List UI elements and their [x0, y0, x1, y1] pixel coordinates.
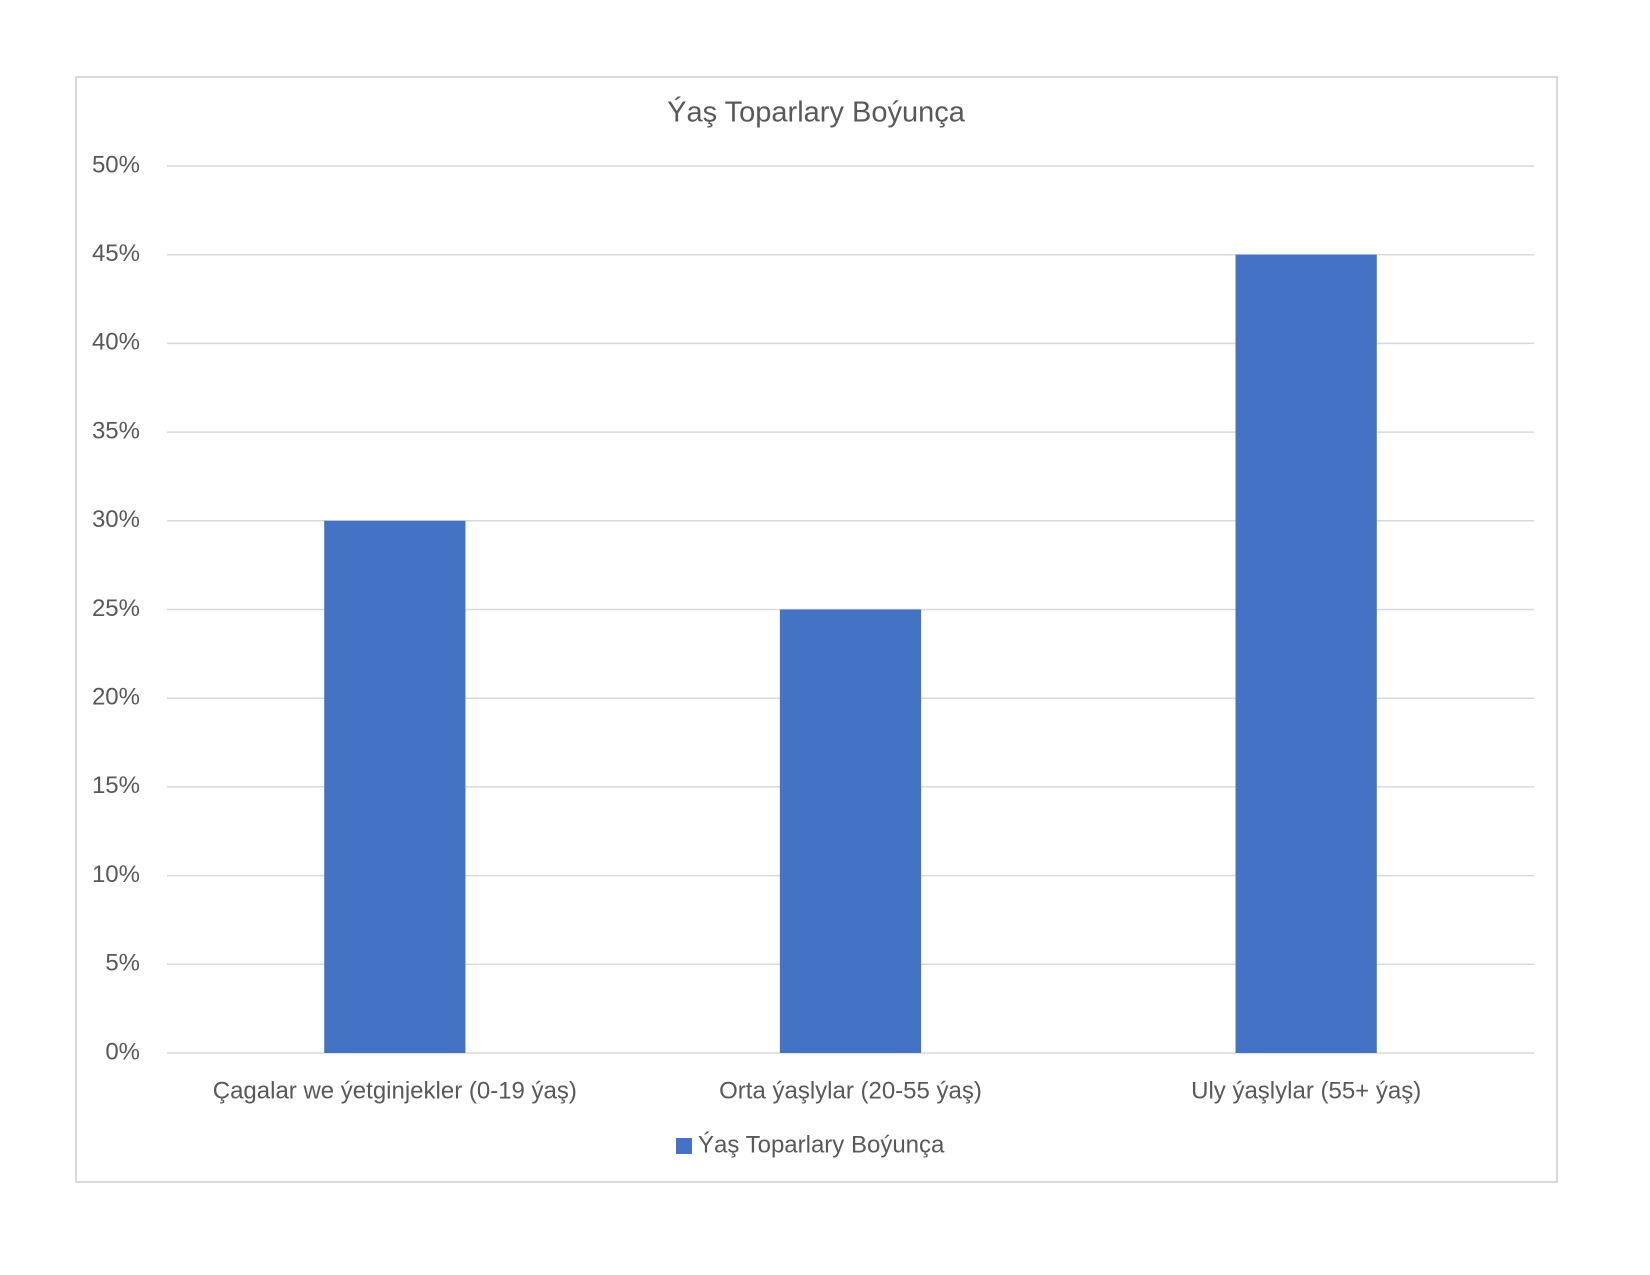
y-tick-label: 20% [92, 684, 140, 711]
chart-title: Ýaş Toparlary Boýunça [667, 96, 966, 129]
y-tick-label: 15% [92, 772, 140, 799]
bar [779, 609, 922, 1053]
y-tick-label: 40% [92, 329, 140, 356]
bar [324, 520, 466, 1053]
x-tick-label: Çagalar we ýetginjekler (0-19 ýaş) [213, 1077, 577, 1104]
y-tick-label: 30% [92, 506, 140, 533]
y-tick-label: 0% [105, 1038, 140, 1065]
legend-label: Ýaş Toparlary Boýunça [698, 1131, 945, 1158]
y-tick-label: 45% [92, 240, 140, 267]
x-tick-label: Orta ýaşlylar (20-55 ýaş) [719, 1077, 982, 1104]
y-tick-label: 35% [92, 417, 140, 444]
x-tick-label: Uly ýaşlylar (55+ ýaş) [1191, 1077, 1421, 1104]
legend-swatch [676, 1138, 692, 1154]
y-tick-label: 50% [92, 151, 140, 178]
y-tick-label: 5% [105, 950, 140, 977]
y-tick-label: 10% [92, 861, 140, 888]
y-tick-label: 25% [92, 595, 140, 622]
bar [1235, 254, 1377, 1053]
